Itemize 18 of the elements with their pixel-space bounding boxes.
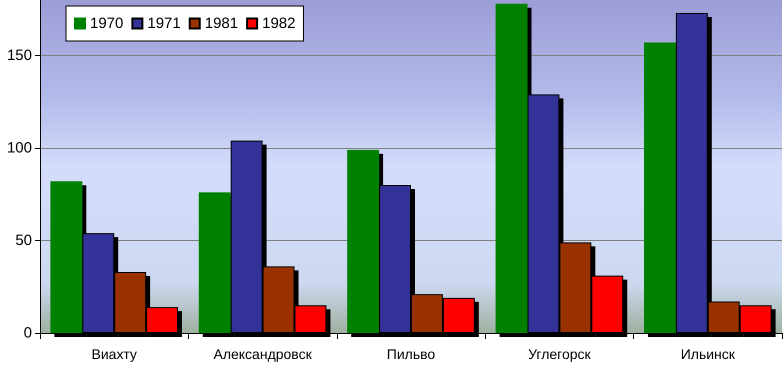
bar: [198, 192, 231, 333]
bar: [644, 42, 676, 333]
x-tick-label: Александровск: [213, 346, 313, 362]
y-tick-label: 0: [24, 324, 32, 342]
y-tick-label: 50: [15, 232, 32, 249]
x-tick-label: Пильво: [386, 346, 436, 362]
legend-label: 1982: [262, 15, 296, 32]
x-tick-label: Углегорск: [528, 346, 592, 362]
bar: [347, 150, 380, 333]
legend-label: 1971: [147, 15, 181, 32]
y-tick-label: 100: [6, 140, 32, 156]
bar: [496, 4, 528, 333]
x-tick-label: Виахту: [92, 346, 137, 362]
bar: [50, 181, 82, 333]
x-tick-label: Ильинск: [680, 346, 736, 362]
legend-label: 1981: [204, 15, 238, 32]
legend-label: 1970: [90, 15, 124, 32]
y-tick-label: 150: [6, 47, 32, 64]
